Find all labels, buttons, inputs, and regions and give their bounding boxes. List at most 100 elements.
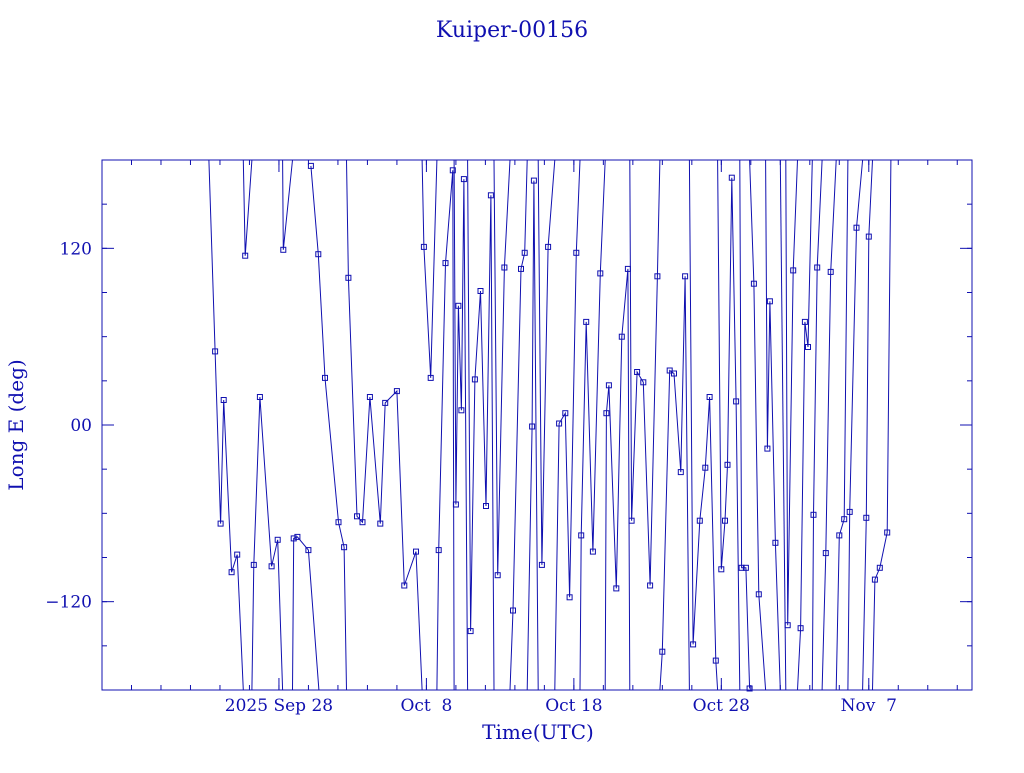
- data-point-marker: [718, 566, 725, 573]
- series-line-segment: [526, 180, 539, 691]
- data-point-marker: [305, 547, 312, 554]
- data-point-marker: [377, 520, 384, 527]
- data-point-marker: [501, 264, 508, 271]
- series-line-segment: [797, 159, 813, 691]
- data-point-marker: [603, 410, 610, 417]
- series-line-segment: [811, 159, 823, 691]
- data-point-marker: [605, 382, 612, 389]
- series-line-segment: [579, 159, 606, 691]
- data-point-marker: [722, 517, 728, 524]
- data-point-marker: [556, 420, 563, 427]
- data-point-marker: [382, 399, 389, 406]
- data-point-marker: [322, 374, 328, 381]
- data-point-marker: [234, 551, 241, 558]
- data-point-marker: [449, 167, 456, 174]
- data-point-marker: [354, 513, 360, 520]
- data-point-marker: [766, 298, 773, 305]
- data-point-marker: [228, 569, 235, 576]
- data-point-marker: [256, 394, 263, 400]
- data-point-marker: [702, 464, 709, 471]
- data-point-marker: [853, 224, 860, 231]
- data-point-marker: [822, 550, 829, 557]
- ticks-layer: 2025 Sep 28 Oct 8 Oct 18 Oct 28 Nov 7 −120 00 1…: [45, 159, 972, 716]
- data-point-marker: [755, 591, 762, 598]
- data-point-marker: [573, 249, 580, 256]
- data-point-marker: [738, 564, 745, 571]
- plot-frame: [101, 159, 973, 691]
- series-line-segment: [862, 159, 873, 691]
- data-point-marker: [494, 572, 501, 579]
- data-point-marker: [624, 265, 631, 272]
- data-point-marker: [487, 192, 494, 199]
- x-tick-label: Oct 8: [400, 696, 452, 716]
- data-point-marker: [805, 344, 811, 350]
- data-point-marker: [307, 162, 314, 169]
- series-line-segment: [821, 159, 837, 691]
- data-point-marker: [335, 519, 342, 526]
- chart-title: Kuiper-00156: [436, 18, 588, 43]
- data-point-marker: [871, 576, 878, 583]
- series-line-segment: [292, 536, 320, 691]
- series-line-segment: [717, 159, 741, 691]
- x-axis-label: Time(UTC): [482, 720, 594, 744]
- series-line-segment: [453, 159, 469, 691]
- y-tick-label: −120: [45, 593, 92, 613]
- series-line-segment: [847, 159, 864, 691]
- data-point-marker: [583, 318, 590, 325]
- data-point-marker: [827, 268, 834, 275]
- series-line-segment: [554, 159, 581, 691]
- data-point-marker: [613, 585, 620, 592]
- data-point-marker: [728, 174, 735, 181]
- data-point-marker: [460, 176, 467, 183]
- series-line-segment: [509, 159, 528, 691]
- data-point-marker: [562, 410, 569, 417]
- series-line-segment: [346, 159, 423, 691]
- data-point-marker: [712, 657, 719, 664]
- series-line-segment: [208, 159, 244, 691]
- series-line-segment: [251, 396, 284, 691]
- data-point-marker: [345, 274, 352, 281]
- data-point-marker: [529, 423, 536, 430]
- data-point-marker: [801, 318, 808, 325]
- data-point-marker: [671, 370, 677, 377]
- x-tick-label: Oct 18: [545, 696, 602, 716]
- series-line-segment: [310, 165, 347, 691]
- y-tick-label: 120: [60, 239, 92, 259]
- data-point-marker: [733, 398, 740, 405]
- series-line-segment: [785, 159, 798, 626]
- series-line-segment: [779, 159, 787, 691]
- data-point-marker: [724, 461, 731, 468]
- data-point-marker: [359, 519, 366, 526]
- data-point-marker: [810, 511, 817, 518]
- data-point-marker: [274, 536, 281, 543]
- data-point-marker: [545, 243, 552, 250]
- data-point-marker: [427, 374, 434, 381]
- series-line-segment: [688, 159, 719, 691]
- series-line-segment: [835, 159, 849, 691]
- data-point-marker: [294, 533, 301, 540]
- data-point-marker: [597, 270, 604, 277]
- data-point-marker: [876, 564, 883, 571]
- data-point-marker: [682, 273, 689, 280]
- data-point-marker: [242, 252, 249, 259]
- data-point-marker: [250, 561, 257, 568]
- series-line-segment: [242, 159, 253, 256]
- data-point-marker: [401, 582, 408, 589]
- data-point-marker: [471, 376, 478, 383]
- data-point-marker: [315, 251, 322, 258]
- data-point-marker: [521, 249, 528, 256]
- data-point-marker: [884, 529, 891, 536]
- data-point-marker: [290, 535, 297, 542]
- series-line-segment: [604, 268, 631, 691]
- data-point-marker: [467, 628, 474, 635]
- series-line-segment: [421, 159, 438, 378]
- data-point-marker: [458, 407, 465, 414]
- series-line-segment: [467, 159, 495, 691]
- series-line-segment: [537, 159, 556, 565]
- data-point-marker: [420, 243, 427, 250]
- x-tick-label: Nov 7: [841, 696, 897, 716]
- series-line-segment: [629, 159, 661, 586]
- data-point-marker: [659, 648, 666, 655]
- series-line-segment: [765, 159, 781, 691]
